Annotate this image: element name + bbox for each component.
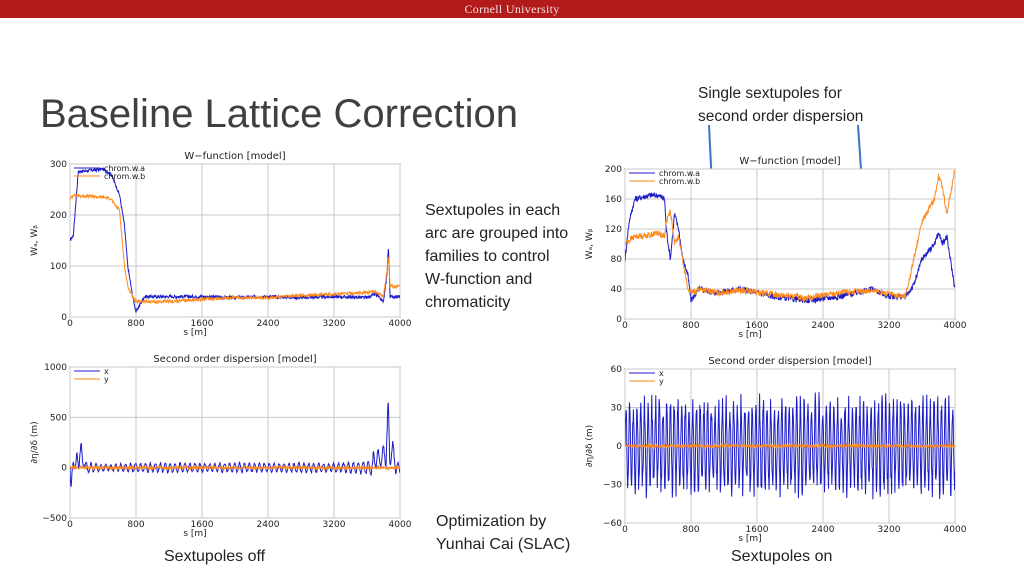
x-tick-label: 2400 — [812, 321, 835, 331]
y-tick-label: 200 — [605, 165, 622, 175]
y-tick-label: 300 — [50, 160, 67, 170]
legend-label: chrom.w.b — [104, 172, 145, 181]
x-tick-label: 1600 — [746, 525, 769, 535]
legend-label: chrom.w.a — [104, 164, 145, 173]
y-tick-label: 160 — [605, 195, 622, 205]
x-tick-label: 800 — [127, 520, 144, 530]
x-axis-label: s [m] — [183, 529, 206, 539]
note-line: Optimization by — [436, 513, 547, 530]
x-axis-label: s [m] — [738, 534, 761, 544]
y-tick-label: 200 — [50, 211, 67, 221]
series-line-chrom-w-b — [625, 170, 955, 303]
note-line: chromaticity — [425, 294, 511, 311]
y-tick-label: 500 — [50, 413, 67, 423]
x-tick-label: 4000 — [389, 319, 412, 329]
chart-title: W−function [model] — [184, 151, 285, 162]
series-line-chrom-w-b — [70, 193, 400, 305]
note-line: Sextupoles in each — [425, 202, 561, 219]
chart-w-function-sextupoles-on: W−function [model] 0 800 1600 2400 3200 4000 0 4… — [585, 156, 967, 340]
institution-name: Cornell University — [464, 2, 560, 16]
x-axis-label: s [m] — [738, 330, 761, 340]
series-line-y — [70, 464, 400, 472]
legend-label: chrom.w.b — [659, 177, 700, 186]
note-sextupole-families: Sextupoles in each arc are grouped into … — [425, 199, 590, 314]
x-tick-label: 1600 — [191, 319, 214, 329]
x-tick-label: 4000 — [389, 520, 412, 530]
y-tick-label: 30 — [611, 404, 623, 414]
note-line: families to control — [425, 248, 550, 265]
x-tick-label: 2400 — [257, 319, 280, 329]
y-tick-label: −30 — [603, 481, 622, 491]
x-tick-label: 3200 — [323, 319, 346, 329]
y-tick-label: 60 — [611, 365, 623, 375]
caption-sextupoles-off: Sextupoles off — [164, 548, 266, 565]
slide-title: Baseline Lattice Correction — [40, 92, 519, 136]
y-tick-label: 80 — [611, 255, 623, 265]
x-tick-label: 800 — [682, 321, 699, 331]
y-axis-label: ∂η/∂δ (m) — [30, 421, 40, 463]
legend-label: y — [104, 375, 109, 384]
x-tick-label: 800 — [127, 319, 144, 329]
chart-dispersion-sextupoles-on: Second order dispersion [model] 0 800 1600 2… — [585, 356, 967, 544]
x-tick-label: 800 — [682, 525, 699, 535]
x-tick-label: 2400 — [257, 520, 280, 530]
series-line-chrom-w-a — [70, 166, 400, 313]
legend-label: x — [104, 367, 109, 376]
series-line-y — [625, 442, 955, 450]
chart-title: W−function [model] — [739, 156, 840, 167]
y-tick-label: 0 — [61, 464, 67, 474]
series-line-x — [625, 392, 955, 500]
y-tick-label: 120 — [605, 225, 622, 235]
header-bar: Cornell University — [0, 0, 1024, 18]
legend-label: y — [659, 377, 664, 386]
x-tick-label: 4000 — [944, 321, 967, 331]
note-line: Single sextupoles for — [698, 85, 842, 102]
legend-label: x — [659, 369, 664, 378]
y-tick-label: −60 — [603, 519, 622, 529]
note-line: arc are grouped into — [425, 225, 569, 242]
legend-label: chrom.w.a — [659, 169, 700, 178]
note-single-sextupoles: Single sextupoles for second order dispe… — [698, 82, 863, 128]
note-line: W-function and — [425, 271, 533, 288]
note-line: Yunhai Cai (SLAC) — [436, 536, 571, 553]
x-tick-label: 0 — [622, 321, 628, 331]
y-tick-label: 0 — [616, 442, 622, 452]
x-tick-label: 3200 — [878, 525, 901, 535]
y-tick-label: 1000 — [44, 363, 67, 373]
x-tick-label: 1600 — [191, 520, 214, 530]
x-tick-label: 3200 — [323, 520, 346, 530]
chart-w-function-sextupoles-off: W−function [model] 0 800 1600 2400 3200 4000 0 1… — [30, 151, 412, 338]
y-tick-label: 0 — [61, 313, 67, 323]
y-axis-label: Wₐ, Wᵦ — [30, 225, 40, 256]
y-tick-label: 0 — [616, 315, 622, 325]
x-tick-label: 0 — [67, 520, 73, 530]
y-axis-label: ∂η/∂δ (m) — [585, 425, 595, 467]
y-tick-label: 100 — [50, 262, 67, 272]
chart-title: Second order dispersion [model] — [708, 356, 871, 367]
x-tick-label: 3200 — [878, 321, 901, 331]
y-tick-label: 40 — [611, 285, 623, 295]
caption-sextupoles-on: Sextupoles on — [731, 548, 833, 565]
chart-title: Second order dispersion [model] — [153, 354, 316, 365]
x-tick-label: 0 — [67, 319, 73, 329]
note-optimization-credit: Optimization by Yunhai Cai (SLAC) — [436, 510, 570, 556]
chart-dispersion-sextupoles-off: Second order dispersion [model] 0 800 1600 2… — [30, 354, 412, 539]
y-axis-label: Wₐ, Wᵦ — [585, 228, 595, 259]
x-tick-label: 0 — [622, 525, 628, 535]
x-tick-label: 4000 — [944, 525, 967, 535]
note-line: second order dispersion — [698, 108, 864, 125]
x-axis-label: s [m] — [183, 328, 206, 338]
x-tick-label: 1600 — [746, 321, 769, 331]
plot-frame — [69, 366, 401, 519]
x-tick-label: 2400 — [812, 525, 835, 535]
y-tick-label: −500 — [42, 514, 67, 524]
